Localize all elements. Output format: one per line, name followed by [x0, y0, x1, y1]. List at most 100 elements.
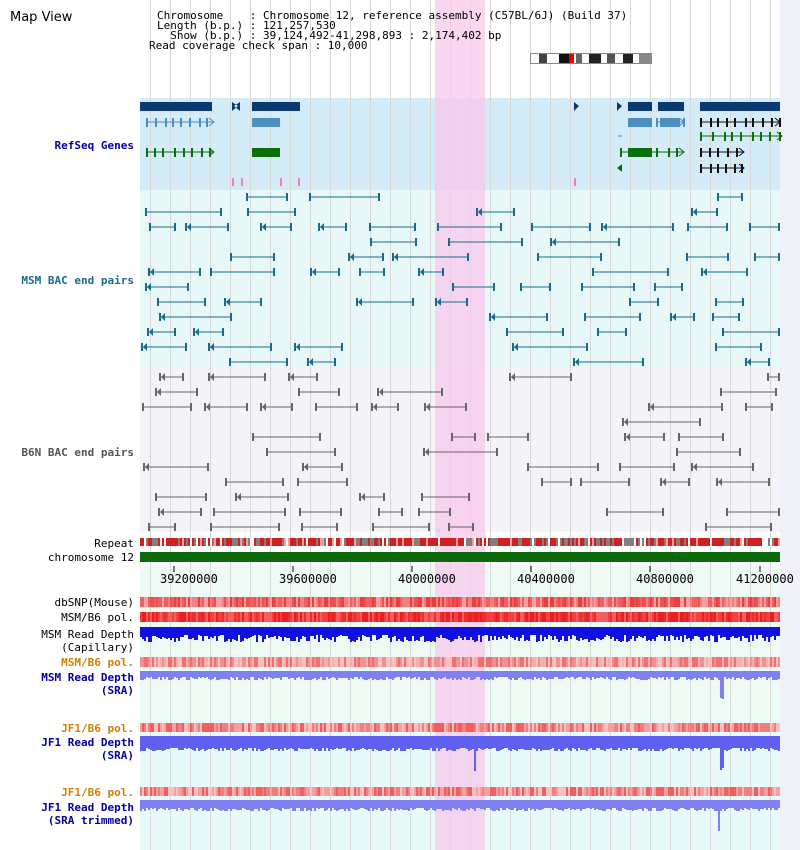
msm-pol-sra-cell — [776, 657, 778, 667]
jf1-pol-trim-cell — [382, 787, 384, 796]
jf1-pol-trim-cell — [768, 787, 770, 796]
dbsnp-cell — [398, 597, 400, 607]
jf1-depth-trim-bar — [608, 800, 610, 809]
jf1-pol-trim-cell — [502, 787, 504, 796]
msm-depth-sra-bar — [470, 671, 472, 680]
msm-pol-sra-cell — [524, 657, 526, 667]
msm-pol-sra-cell — [140, 657, 142, 667]
jf1-pol-trim-cell — [176, 787, 178, 796]
msm-pol-cell — [684, 612, 686, 622]
msm-pol-sra-cell — [342, 657, 344, 667]
repeat-segment — [206, 538, 208, 546]
msm-depth-sra-bar — [354, 671, 356, 677]
jf1-pol-trim-cell — [366, 787, 368, 796]
msm-pol-cell — [538, 612, 540, 622]
jf1-depth-trim-label-2: (SRA trimmed) — [47, 814, 134, 827]
refseq-genes-label[interactable]: RefSeq Genes — [54, 139, 134, 152]
msm-pol-sra-cell — [692, 657, 694, 667]
repeat-segment — [654, 538, 656, 546]
msm-pol-cell — [226, 612, 228, 622]
msm-depth-capillary-bar — [264, 627, 266, 639]
msm-depth-capillary-bar — [304, 627, 306, 637]
msm-pol-cell — [440, 612, 442, 622]
dbsnp-cell — [356, 597, 358, 607]
msm-pol-sra-cell — [180, 657, 182, 667]
jf1-pol-cell — [688, 723, 690, 732]
jf1-depth-trim-bar — [394, 800, 396, 811]
repeat-segment — [406, 538, 408, 546]
jf1-depth-trim-bar — [190, 800, 192, 808]
dbsnp-cell — [284, 597, 286, 607]
msm-depth-sra-bar — [514, 671, 516, 680]
msm-bac-label[interactable]: MSM BAC end pairs — [21, 274, 134, 287]
jf1-depth-sra-bar — [462, 736, 464, 748]
msm-pol-sra-cell — [484, 657, 486, 667]
b6n-bac-label[interactable]: B6N BAC end pairs — [21, 446, 134, 459]
jf1-depth-trim-bar — [502, 800, 504, 810]
dbsnp-cell — [348, 597, 350, 607]
msm-depth-sra-bar — [302, 671, 304, 677]
jf1-pol-cell — [698, 723, 700, 732]
jf1-depth-trim-bar — [194, 800, 196, 810]
jf1-pol-cell — [312, 723, 314, 732]
b6n-bac-pair-end — [648, 403, 650, 411]
jf1-depth-trim-bar — [206, 800, 208, 811]
gene-strand-arrow — [208, 147, 215, 157]
jf1-depth-sra-bar — [716, 736, 718, 748]
msm-depth-sra-bar — [158, 671, 160, 677]
jf1-depth-sra-bar — [568, 736, 570, 750]
jf1-pol-trim-cell — [590, 787, 592, 796]
msm-depth-sra-bar — [556, 671, 558, 677]
gene-exon — [779, 132, 781, 141]
msm-depth-sra-bar — [506, 671, 508, 677]
jf1-pol-trim-cell — [308, 787, 310, 796]
chromosome-ideogram[interactable] — [530, 53, 652, 64]
jf1-depth-sra-bar — [422, 736, 424, 750]
msm-pol-cell — [394, 612, 396, 622]
jf1-depth-trim-bar — [566, 800, 568, 809]
jf1-depth-trim-bar — [450, 800, 452, 811]
msm-depth-capillary-bar — [772, 627, 774, 636]
msm-bac-pair-end — [686, 253, 688, 261]
jf1-pol-trim-cell — [398, 787, 400, 796]
repeat-segment — [666, 538, 668, 546]
dbsnp-cell — [772, 597, 774, 607]
jf1-depth-trim-bar — [730, 800, 732, 808]
msm-depth-capillary-bar — [704, 627, 706, 637]
msm-depth-capillary-bar — [764, 627, 766, 641]
jf1-depth-trim-bar — [592, 800, 594, 808]
jf1-pol-trim-cell — [294, 787, 296, 796]
jf1-depth-sra-bar — [608, 736, 610, 749]
jf1-depth-trim-bar — [768, 800, 770, 808]
jf1-depth-sra-bar — [356, 736, 358, 750]
b6n-bac-pair-end — [527, 433, 529, 441]
jf1-pol-trim-cell — [292, 787, 294, 796]
jf1-pol-trim-cell — [634, 787, 636, 796]
jf1-depth-sra-bar — [646, 736, 648, 751]
dbsnp-cell — [506, 597, 508, 607]
jf1-pol-cell — [448, 723, 450, 732]
msm-depth-sra-bar — [164, 671, 166, 679]
jf1-pol-cell — [574, 723, 576, 732]
msm-pol-sra-cell — [158, 657, 160, 667]
msm-pol-sra-cell — [234, 657, 236, 667]
jf1-pol-trim-cell — [182, 787, 184, 796]
jf1-pol-cell — [630, 723, 632, 732]
msm-pol-cell — [204, 612, 206, 622]
msm-depth-sra-bar — [718, 671, 720, 680]
jf1-depth-trim-bar — [268, 800, 270, 810]
msm-depth-sra-bar — [194, 671, 196, 679]
msm-depth-sra-bar — [472, 671, 474, 680]
msm-pol-cell — [294, 612, 296, 622]
b6n-bac-pair-arrow — [290, 373, 294, 381]
msm-pol-cell — [186, 612, 188, 622]
msm-pol-cell — [444, 612, 446, 622]
msm-pol-cell — [418, 612, 420, 622]
jf1-depth-sra-bar — [676, 736, 678, 748]
msm-depth-capillary-bar — [440, 627, 442, 635]
msm-depth-sra-bar — [184, 671, 186, 677]
selected-region[interactable] — [435, 0, 485, 850]
msm-pol-cell — [588, 612, 590, 622]
dbsnp-cell — [270, 597, 272, 607]
